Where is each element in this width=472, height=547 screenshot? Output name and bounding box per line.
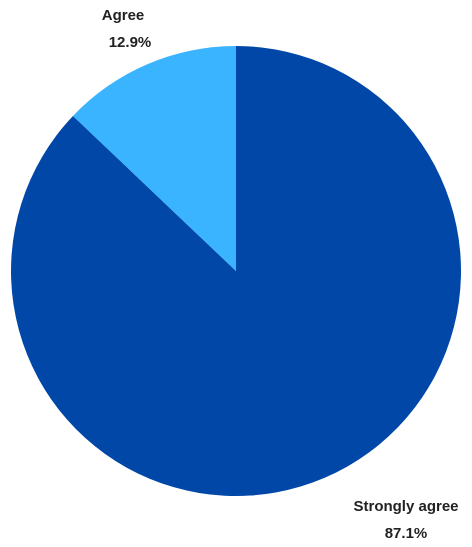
- pie-slice-agree: [72, 46, 236, 271]
- slice-label-strongly-agree: Strongly agree: [353, 498, 458, 515]
- pie-slice-strongly-agree: [11, 46, 462, 497]
- slice-value-strongly-agree: 87.1%: [385, 525, 428, 542]
- slice-label-agree: Agree: [102, 7, 145, 24]
- pie-slices: [11, 46, 462, 497]
- slice-value-agree: 12.9%: [109, 34, 152, 51]
- pie-labels: Agree 12.9% Strongly agree 87.1%: [102, 7, 459, 542]
